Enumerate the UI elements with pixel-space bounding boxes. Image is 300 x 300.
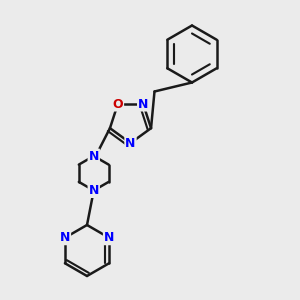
Text: N: N: [104, 231, 114, 244]
Text: N: N: [125, 136, 136, 150]
Text: N: N: [138, 98, 148, 110]
Text: N: N: [88, 184, 99, 197]
Text: O: O: [112, 98, 123, 110]
Text: N: N: [60, 231, 70, 244]
Text: N: N: [88, 149, 99, 163]
